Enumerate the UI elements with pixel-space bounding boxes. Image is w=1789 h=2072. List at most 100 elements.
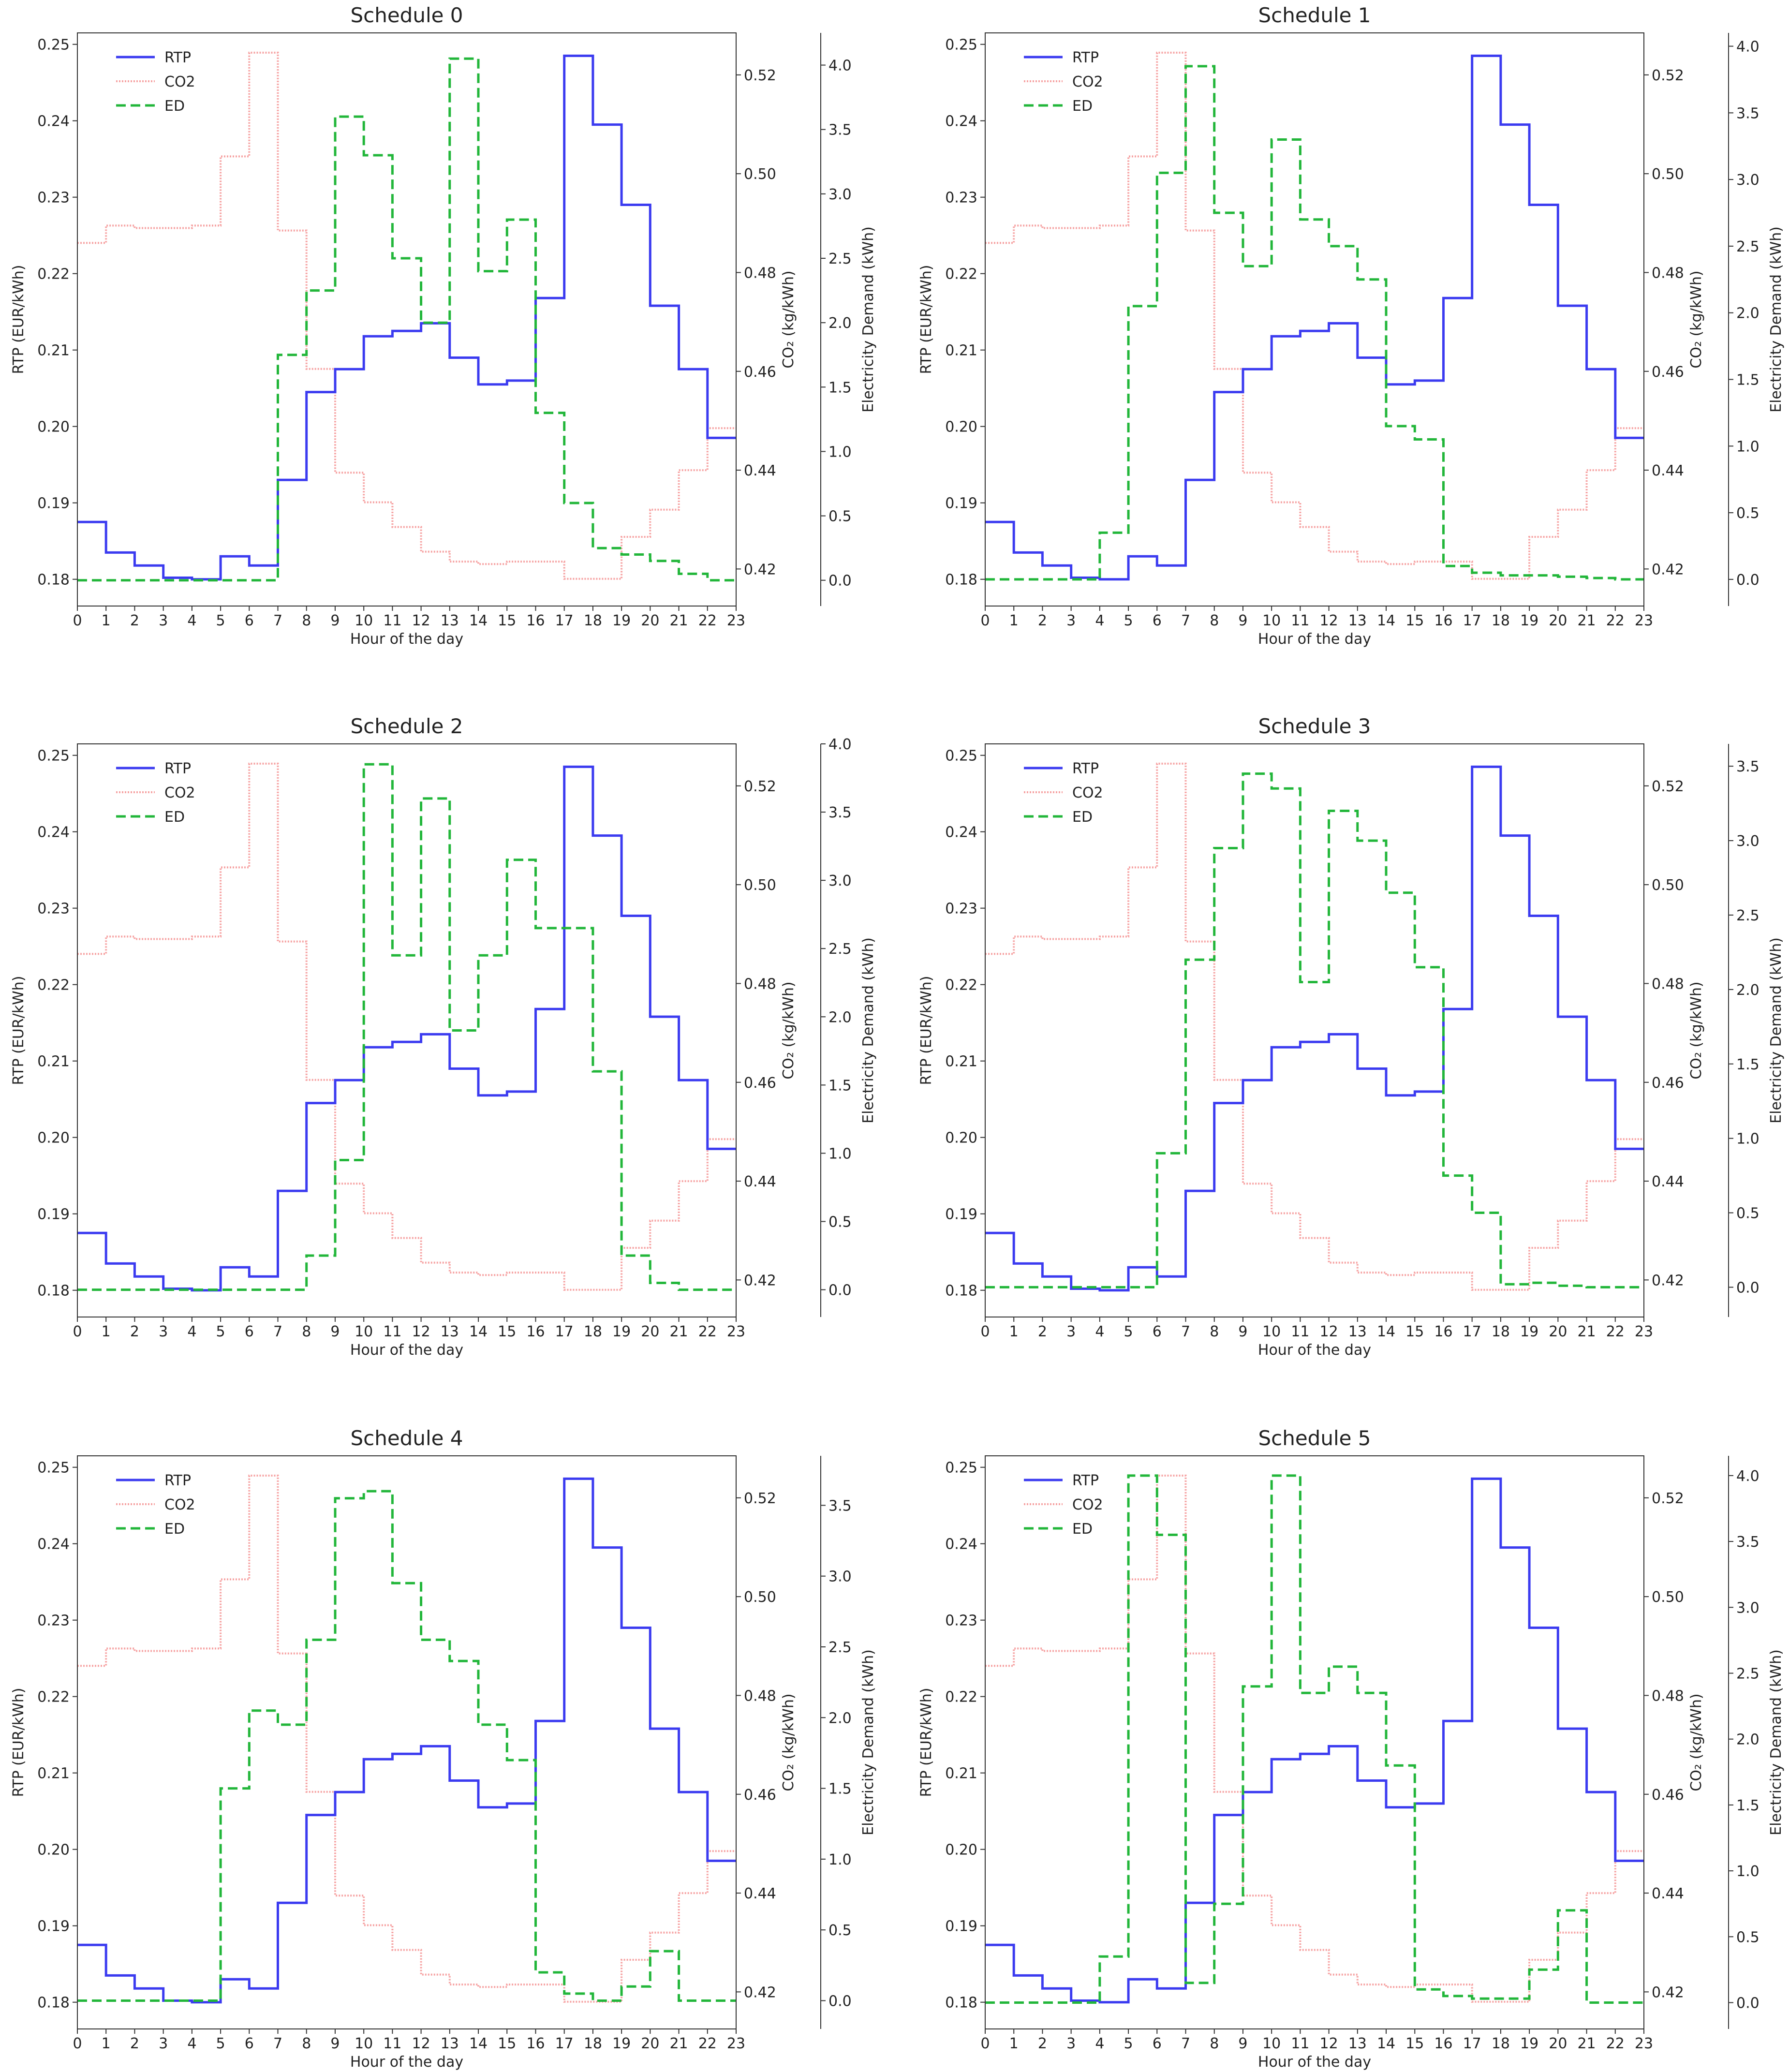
x-tick-label: 2 — [1038, 1323, 1047, 1340]
ed-line — [77, 763, 736, 1291]
x-tick-label: 17 — [555, 612, 574, 629]
series-group — [77, 1474, 736, 2004]
ed-tick-label: 3.5 — [1736, 105, 1759, 122]
ed-tick-label: 2.5 — [828, 251, 852, 267]
legend: RTP CO2 ED — [116, 1472, 195, 1538]
ed-tick-label: 3.5 — [1736, 1534, 1759, 1551]
x-tick-label: 13 — [441, 2035, 459, 2052]
rtp-tick-label: 0.19 — [37, 1918, 70, 1935]
x-tick-label: 3 — [1066, 1323, 1076, 1340]
x-tick-label: 4 — [1095, 1323, 1104, 1340]
rtp-tick-label: 0.20 — [945, 1842, 977, 1859]
legend-label-ed: ED — [1072, 98, 1093, 115]
rtp-tick-label: 0.24 — [37, 113, 70, 130]
rtp-tick-label: 0.23 — [37, 1613, 70, 1629]
x-tick-label: 9 — [1238, 612, 1247, 629]
co2-tick-label: 0.52 — [744, 67, 776, 84]
plot-frame — [77, 743, 737, 1317]
x-tick-label: 17 — [555, 2035, 574, 2052]
ed-axis-label: Electricity Demand (kWh) — [1768, 226, 1785, 413]
ed-tick-label: 2.5 — [828, 941, 852, 958]
rtp-tick-label: 0.23 — [37, 190, 70, 207]
x-axis-label: Hour of the day — [1258, 2054, 1371, 2071]
ed-line — [77, 57, 736, 582]
co2-line — [985, 51, 1644, 580]
x-axis-label: Hour of the day — [1258, 1342, 1371, 1359]
x-tick-label: 21 — [669, 2035, 688, 2052]
co2-tick-label: 0.48 — [744, 1687, 776, 1704]
x-tick-label: 4 — [187, 1323, 196, 1340]
rtp-tick-label: 0.20 — [945, 1130, 977, 1147]
ed-tick-label: 3.0 — [1736, 172, 1759, 189]
x-tick-label: 5 — [1124, 612, 1133, 629]
legend-label-co2: CO2 — [164, 784, 195, 801]
x-tick-label: 13 — [1348, 1323, 1367, 1340]
x-tick-label: 18 — [1492, 612, 1510, 629]
co2-tick-label: 0.48 — [744, 976, 776, 992]
ed-tick-label: 3.5 — [828, 1497, 852, 1514]
x-tick-label: 0 — [980, 1323, 990, 1340]
ed-tick-label: 0.5 — [828, 508, 852, 525]
x-tick-label: 14 — [1377, 1323, 1395, 1340]
co2-tick-label: 0.44 — [1652, 1173, 1684, 1190]
rtp-tick-label: 0.23 — [37, 901, 70, 918]
rtp-tick-label: 0.21 — [945, 1053, 977, 1070]
ed-tick-label: 3.5 — [828, 804, 852, 821]
co2-tick-label: 0.52 — [1652, 1490, 1684, 1507]
x-tick-label: 14 — [1377, 2035, 1395, 2052]
legend-label-co2: CO2 — [1072, 74, 1103, 90]
x-axis-label: Hour of the day — [1258, 631, 1371, 648]
x-tick-label: 3 — [159, 1323, 168, 1340]
co2-tick-label: 0.48 — [1652, 265, 1684, 281]
ed-tick-label: 4.0 — [1736, 1468, 1759, 1485]
rtp-line — [985, 1477, 1644, 2004]
ed-axis-label: Electricity Demand (kWh) — [1768, 1649, 1785, 1835]
chart-title: Schedule 1 — [1258, 3, 1371, 27]
co2-tick-label: 0.44 — [744, 1173, 776, 1190]
rtp-tick-label: 0.19 — [37, 1206, 70, 1223]
x-axis-label: Hour of the day — [350, 2054, 463, 2071]
x-tick-label: 12 — [412, 612, 430, 629]
legend-label-co2: CO2 — [1072, 1496, 1103, 1513]
x-tick-label: 8 — [1210, 612, 1219, 629]
chart-title: Schedule 5 — [1258, 1426, 1371, 1450]
rtp-tick-label: 0.22 — [945, 1689, 977, 1706]
chart-title: Schedule 4 — [350, 1426, 463, 1450]
ed-tick-label: 3.0 — [828, 873, 852, 889]
x-axis-label: Hour of the day — [350, 1342, 463, 1359]
ed-axis-label: Electricity Demand (kWh) — [1768, 937, 1785, 1124]
co2-line — [985, 1474, 1644, 2003]
rtp-tick-label: 0.25 — [37, 37, 70, 54]
ed-tick-label: 1.5 — [1736, 1797, 1759, 1814]
x-tick-label: 16 — [526, 612, 545, 629]
x-tick-label: 20 — [1549, 2035, 1567, 2052]
series-group — [985, 762, 1644, 1292]
co2-tick-label: 0.50 — [744, 877, 776, 894]
rtp-tick-label: 0.25 — [37, 748, 70, 765]
ed-tick-label: 0.5 — [1736, 1205, 1759, 1222]
series-group — [77, 762, 736, 1292]
x-tick-label: 14 — [469, 2035, 488, 2052]
co2-tick-label: 0.46 — [744, 364, 776, 381]
rtp-tick-label: 0.21 — [945, 342, 977, 359]
x-tick-label: 14 — [469, 1323, 488, 1340]
ed-tick-label: 0.0 — [1736, 572, 1759, 589]
plot-frame — [985, 1455, 1644, 2029]
x-tick-label: 6 — [1153, 612, 1162, 629]
x-tick-label: 10 — [355, 1323, 373, 1340]
legend-label-ed: ED — [164, 98, 185, 115]
ed-axis-label: Electricity Demand (kWh) — [860, 226, 877, 413]
ed-tick-label: 4.0 — [828, 736, 852, 753]
x-tick-label: 7 — [1181, 2035, 1190, 2052]
x-tick-label: 12 — [1320, 1323, 1338, 1340]
x-tick-label: 12 — [412, 1323, 430, 1340]
rtp-axis-label: RTP (EUR/kWh) — [10, 976, 27, 1085]
co2-tick-label: 0.46 — [744, 1787, 776, 1804]
rtp-tick-label: 0.25 — [37, 1460, 70, 1477]
legend: RTP CO2 ED — [1024, 760, 1103, 826]
x-tick-label: 9 — [1238, 2035, 1247, 2052]
x-tick-label: 21 — [1577, 2035, 1596, 2052]
ed-tick-label: 3.0 — [828, 1569, 852, 1585]
x-tick-label: 2 — [130, 612, 139, 629]
co2-tick-label: 0.50 — [744, 1589, 776, 1606]
